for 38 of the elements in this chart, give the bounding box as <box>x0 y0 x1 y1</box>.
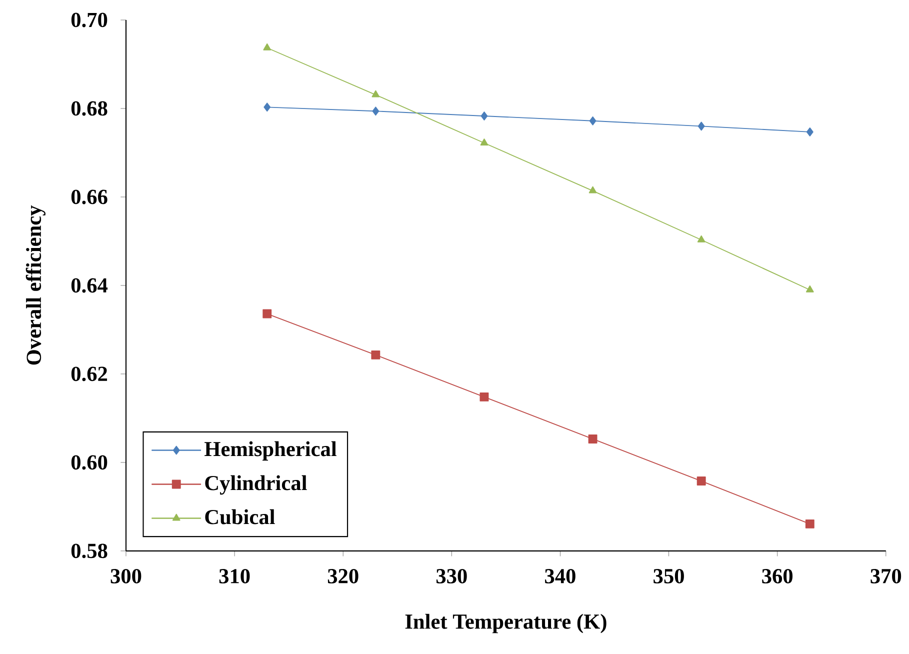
x-tick-label: 330 <box>436 569 467 584</box>
point <box>588 434 598 444</box>
point <box>805 520 814 528</box>
point <box>372 90 380 98</box>
point <box>589 116 596 126</box>
point <box>588 186 597 194</box>
point <box>806 285 814 292</box>
point <box>696 476 706 486</box>
legend-label: Hemispherical <box>204 441 336 461</box>
y-tick-label: 0.64 <box>71 278 108 293</box>
point <box>806 128 814 136</box>
y-tick-label: 0.62 <box>71 366 108 382</box>
x-tick-label: 360 <box>762 569 793 584</box>
y-tick-label: 0.58 <box>71 544 108 558</box>
x-tick-label: 340 <box>545 569 576 584</box>
point <box>480 112 488 121</box>
x-tick-label: 370 <box>870 569 902 584</box>
y-tick-label: 0.60 <box>71 455 108 470</box>
legend-label: Cubical <box>205 509 275 524</box>
point <box>697 235 706 242</box>
x-tick-label: 350 <box>654 569 684 584</box>
y-tick-label: 0.70 <box>71 12 108 28</box>
point <box>371 350 380 360</box>
point <box>372 106 380 116</box>
point <box>480 392 489 402</box>
y-tick-label: 0.66 <box>71 190 108 204</box>
legend-label: Cylindrical <box>205 475 307 495</box>
y-tick-label: 0.68 <box>71 101 108 116</box>
x-tick-label: 320 <box>328 569 358 584</box>
point <box>698 122 705 131</box>
point <box>262 309 272 318</box>
y-axis-title: Overall efficiency <box>26 205 46 365</box>
x-tick-label: 310 <box>219 569 250 584</box>
point <box>480 138 488 146</box>
x-axis-title: Inlet Temperature (K) <box>405 614 606 634</box>
x-tick-label: 300 <box>110 569 142 584</box>
point <box>264 102 271 112</box>
point <box>263 43 272 50</box>
